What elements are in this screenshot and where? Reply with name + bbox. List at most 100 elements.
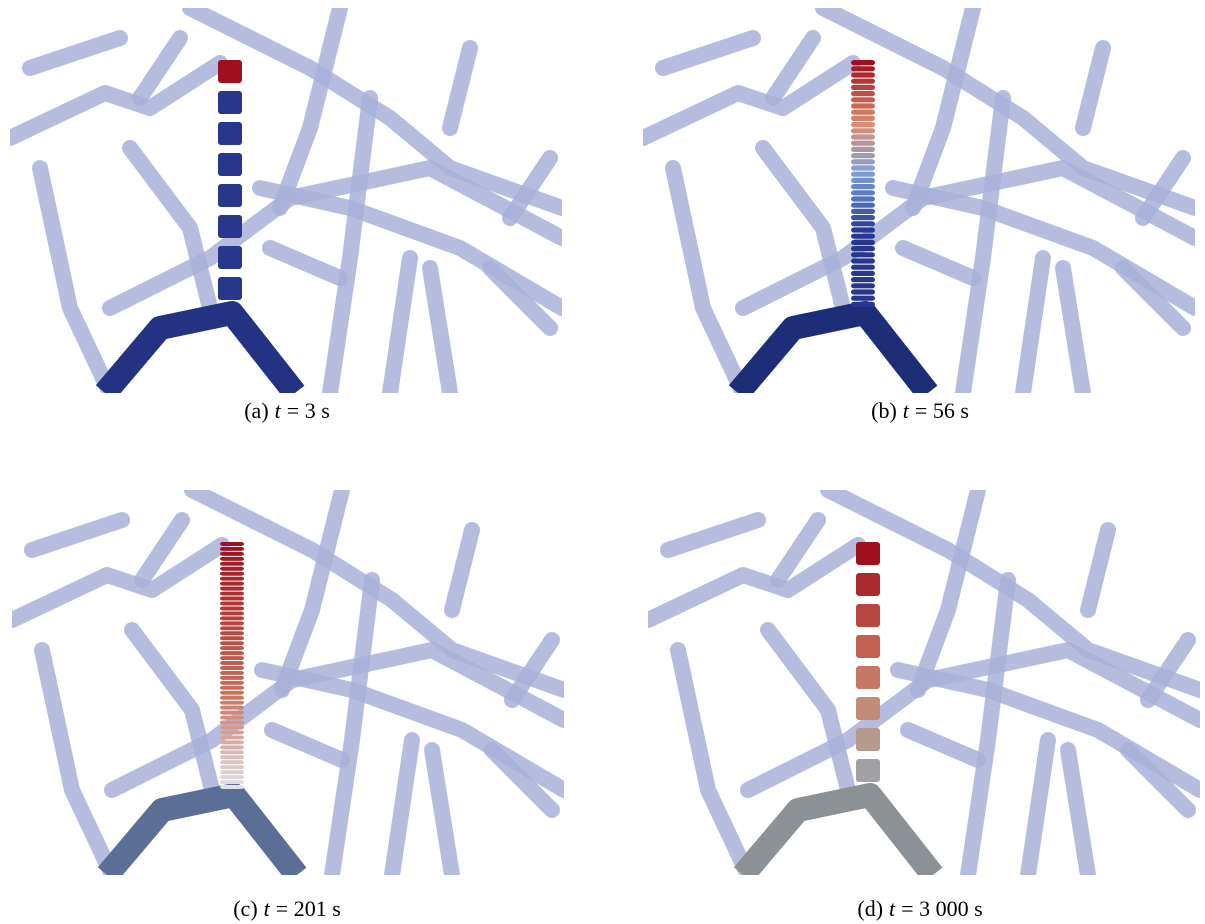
vessel: [24, 512, 130, 558]
column-segment: [851, 109, 875, 115]
column-segment: [220, 670, 244, 675]
column-segment: [218, 215, 242, 238]
column-segment: [220, 611, 244, 616]
column-segment: [220, 591, 244, 596]
column-segment: [220, 606, 244, 611]
column-segment: [851, 134, 875, 140]
vessel: [504, 632, 560, 708]
column-segment: [220, 621, 244, 626]
column-segment: [851, 115, 875, 121]
vessel: [820, 490, 1200, 698]
vessel: [670, 642, 756, 875]
vessel: [665, 160, 751, 393]
column-segment: [851, 239, 875, 245]
column-segment: [220, 551, 244, 556]
column-segment: [851, 184, 875, 190]
caption-tag: (d): [857, 896, 883, 921]
column-segment: [220, 690, 244, 695]
column-segment: [220, 636, 244, 641]
column-segment: [851, 122, 875, 128]
column-segment: [220, 641, 244, 646]
column-segment: [856, 604, 880, 627]
column-segment: [851, 140, 875, 146]
column-segment: [851, 283, 875, 289]
vessel: [643, 55, 861, 146]
column-segment: [218, 122, 242, 145]
column-segment: [220, 730, 244, 735]
column-segment: [851, 252, 875, 258]
rendering: [12, 490, 564, 875]
column-segment: [220, 666, 244, 670]
branch: [95, 301, 305, 393]
column-segment: [220, 651, 244, 656]
vessel: [765, 30, 821, 106]
column-segment: [851, 264, 875, 270]
vessel: [910, 490, 986, 698]
caption: (c) t = 201 s: [233, 896, 341, 921]
column-segment: [220, 542, 244, 546]
vessel: [182, 8, 562, 216]
vessel: [422, 260, 458, 393]
column-segment: [851, 270, 875, 276]
column-segment: [851, 208, 875, 214]
column-segment: [851, 165, 875, 171]
column-segment: [220, 680, 244, 685]
vessel: [272, 8, 348, 216]
column-segment: [856, 666, 880, 689]
column-segment: [220, 705, 244, 710]
column-segment: [220, 780, 244, 785]
caption-value: = 3 s: [287, 398, 330, 423]
column-segment: [218, 184, 242, 207]
vessel: [442, 40, 478, 136]
column-segment: [220, 755, 244, 760]
vessel: [264, 722, 350, 768]
branch: [733, 783, 943, 875]
vessel: [274, 490, 350, 698]
column-segment: [851, 295, 875, 301]
vessel: [12, 537, 230, 628]
column-segment: [220, 661, 244, 665]
column-segment: [220, 546, 244, 551]
column-segment: [220, 785, 244, 789]
column-segment: [220, 750, 244, 755]
column-segment: [220, 745, 244, 750]
vessel: [960, 572, 1016, 875]
panel: [643, 8, 1195, 393]
column-segment: [220, 720, 244, 725]
column-segment: [856, 573, 880, 596]
column-segment: [851, 91, 875, 97]
column-segment: [851, 128, 875, 134]
column-segment: [218, 246, 242, 269]
column-segment: [220, 631, 244, 636]
column-segment: [218, 153, 242, 176]
vessel: [955, 90, 1011, 393]
column-segment: [856, 635, 880, 658]
column-segment: [220, 571, 244, 576]
column-segment: [851, 258, 875, 264]
vessel: [1140, 632, 1196, 708]
vessel: [124, 622, 220, 798]
column-segment: [220, 735, 244, 740]
vessel: [755, 140, 851, 316]
vessel: [1115, 260, 1191, 336]
column-segment: [851, 233, 875, 239]
column-segment: [220, 601, 244, 606]
column-segment: [218, 60, 242, 83]
vessel: [895, 240, 981, 286]
vessel: [900, 722, 986, 768]
vessel: [132, 30, 188, 106]
caption: (b) t = 56 s: [871, 398, 969, 423]
column-segment: [220, 561, 244, 566]
vessel: [324, 572, 380, 875]
column-segment: [218, 277, 242, 300]
column-segment: [856, 542, 880, 565]
column-segment: [220, 646, 244, 651]
rendering: [648, 490, 1200, 875]
caption-value: = 3 000 s: [901, 896, 982, 921]
column-segment: [851, 246, 875, 252]
vessel: [1075, 40, 1111, 136]
column-segment: [220, 715, 244, 720]
column-segment: [220, 765, 244, 770]
column-segment: [851, 190, 875, 196]
